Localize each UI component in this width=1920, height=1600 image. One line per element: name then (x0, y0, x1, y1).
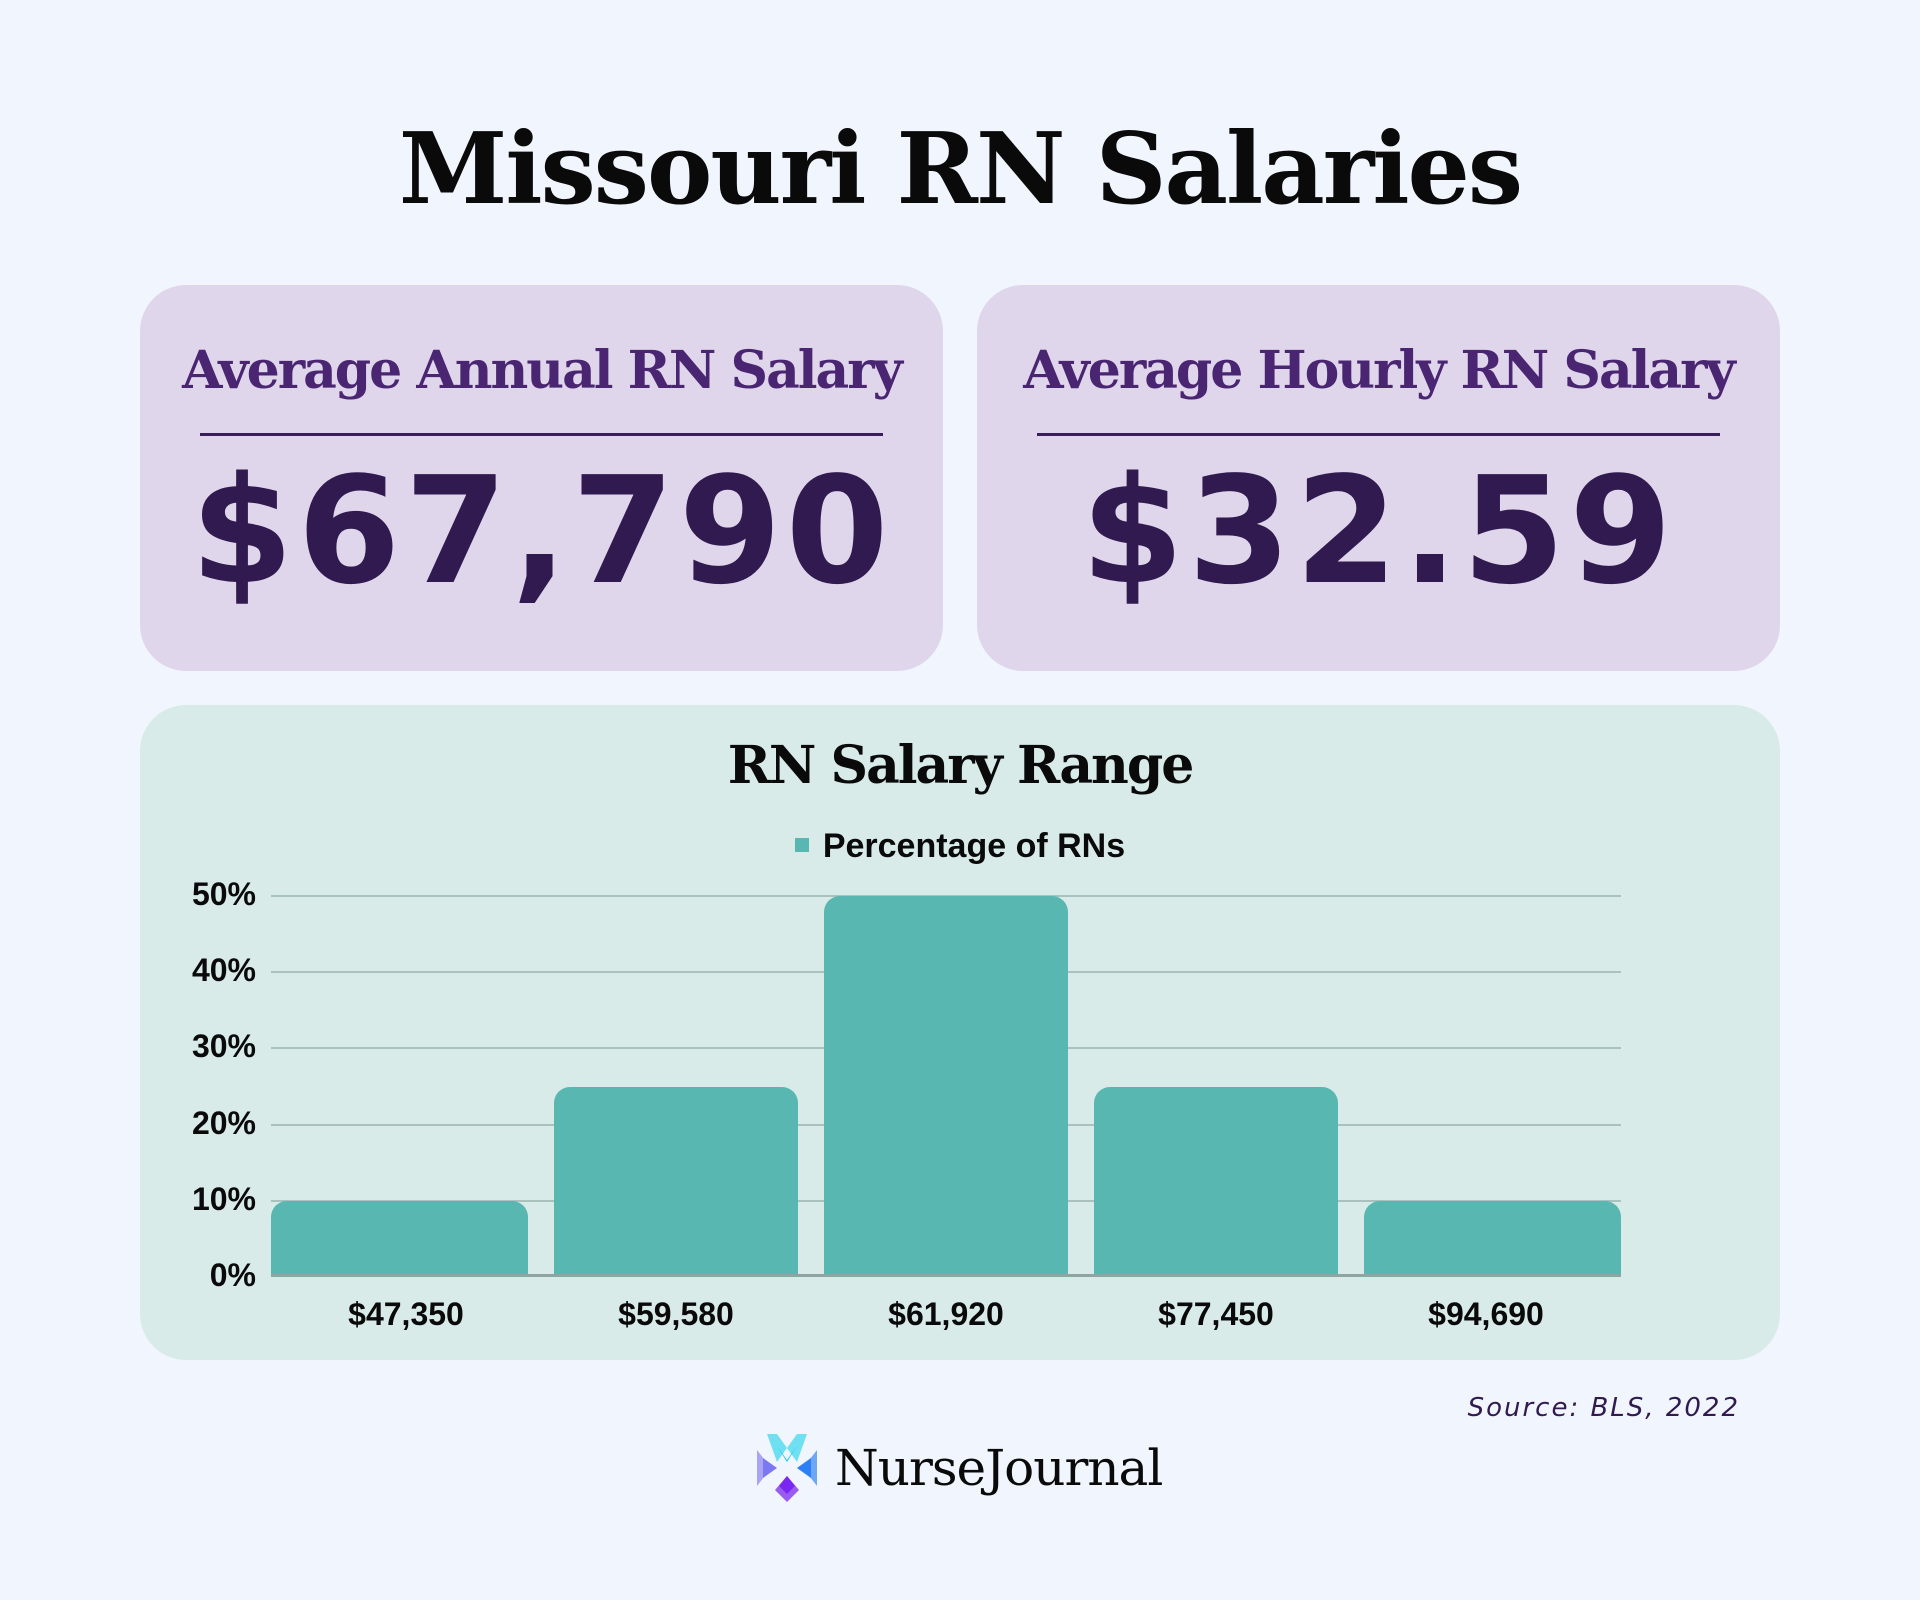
salary-range-chart: RN Salary Range Percentage of RNs 0% 10% 2… (140, 705, 1780, 1360)
y-axis-tick: 0% (209, 1257, 256, 1293)
y-axis-tick: 30% (191, 1028, 256, 1065)
y-axis-tick: 20% (191, 1104, 256, 1141)
bar (271, 1200, 528, 1277)
divider (1037, 433, 1720, 436)
legend-swatch-icon (794, 838, 809, 853)
annual-salary-card: Average Annual RN Salary $67,790 (140, 285, 943, 671)
x-axis-label: $61,920 (888, 1296, 1004, 1332)
annual-salary-value: $67,790 (190, 445, 893, 617)
page-title: Missouri RN Salaries (398, 112, 1523, 227)
hourly-salary-value: $32.59 (1080, 445, 1677, 617)
chart-legend: Percentage of RNs (140, 827, 1780, 866)
x-axis-label: $47,350 (348, 1296, 464, 1332)
nursejournal-logo-icon (757, 1433, 817, 1502)
source-note: Source: BLS, 2022 (1467, 1393, 1740, 1423)
annual-salary-label: Average Annual RN Salary (182, 340, 903, 401)
divider (200, 433, 883, 436)
brand-name: NurseJournal (835, 1438, 1163, 1497)
x-axis-line (271, 1274, 1621, 1277)
brand-logo: NurseJournal (755, 1430, 1163, 1505)
x-axis-label: $94,690 (1428, 1296, 1544, 1332)
bar (1364, 1200, 1621, 1277)
bar (1094, 1086, 1338, 1277)
bar (554, 1086, 798, 1277)
hourly-salary-label: Average Hourly RN Salary (1023, 340, 1735, 401)
x-axis-label: $77,450 (1158, 1296, 1274, 1332)
y-axis-tick: 10% (191, 1180, 256, 1217)
y-axis-tick: 50% (191, 876, 256, 912)
chart-title: RN Salary Range (727, 735, 1195, 796)
plot-area: 0% 10% 20% 30% 40% 50% $47,350 $59,580 $61,920 $7… (192, 876, 1621, 1332)
y-axis-tick: 40% (191, 952, 256, 989)
bar (824, 896, 1068, 1277)
legend-label: Percentage of RNs (822, 827, 1126, 865)
x-axis-label: $59,580 (618, 1296, 734, 1332)
hourly-salary-card: Average Hourly RN Salary $32.59 (977, 285, 1780, 671)
